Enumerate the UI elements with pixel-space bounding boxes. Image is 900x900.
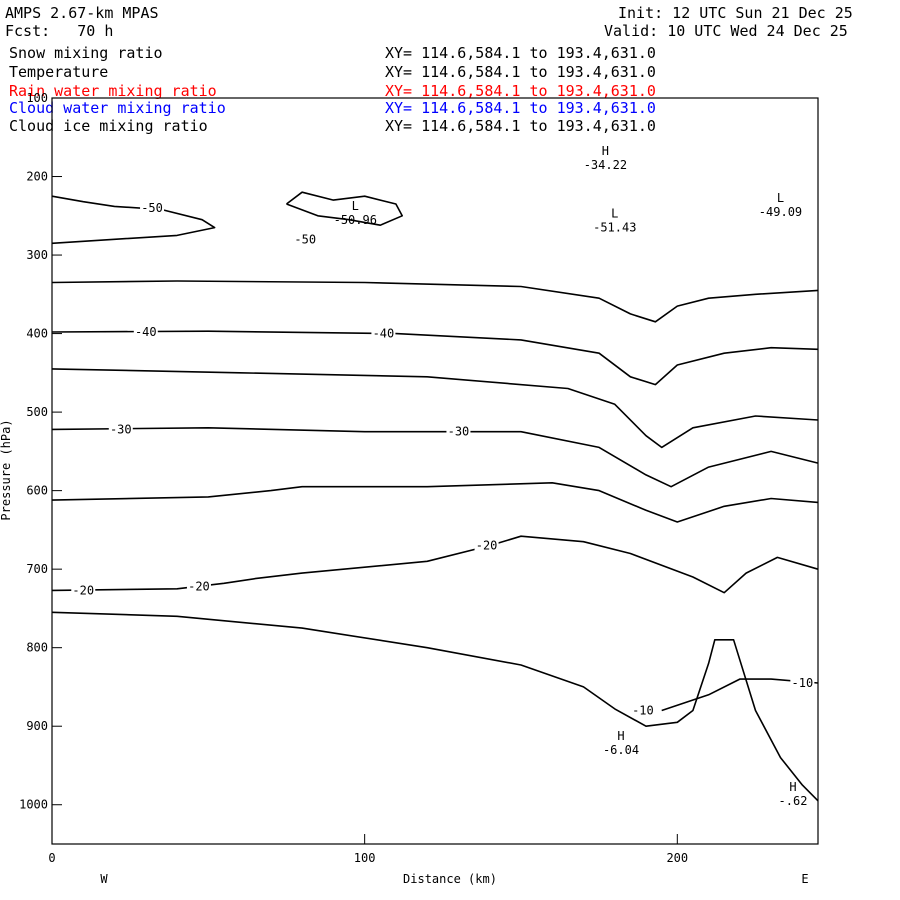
isotherm-contour-9 [286,191,403,226]
contour-label-7: -20 [188,579,210,593]
west-label: W [100,872,108,886]
extremum-value-5: -.62 [779,794,808,808]
extremum-value-1: -51.43 [593,221,636,235]
legend-rain-xy: XY= 114.6,584.1 to 193.4,631.0 [385,82,656,100]
contour-label-bg-8 [474,538,499,552]
extremum-value-3: -34.22 [584,158,627,172]
plot-frame [51,97,819,845]
contour-label-1: -50 [294,232,316,246]
y-tick-label-100: 100 [26,91,48,105]
contour-label-6: -20 [72,583,94,597]
legend-snow-xy: XY= 114.6,584.1 to 193.4,631.0 [385,44,656,62]
isotherm-contour-0 [51,195,216,245]
y-tick-label-600: 600 [26,484,48,498]
contour-label-2: -40 [135,325,157,339]
x-tick-label-0: 0 [48,851,55,865]
extremum-type-3: H [602,144,609,158]
extremum-value-2: -49.09 [759,205,802,219]
y-tick-label-400: 400 [26,327,48,341]
valid-time: Valid: 10 UTC Wed 24 Dec 25 [604,22,848,40]
extremum-type-4: H [617,729,624,743]
contour-label-bg-10 [790,676,815,690]
legend-temperature-xy: XY= 114.6,584.1 to 193.4,631.0 [385,63,656,81]
contour-label-3: -40 [373,327,395,341]
contour-label-4: -30 [110,422,132,436]
y-tick-label-200: 200 [26,170,48,184]
y-tick-label-700: 700 [26,562,48,576]
legend-cloud-ice-xy: XY= 114.6,584.1 to 193.4,631.0 [385,117,656,135]
contour-label-0: -50 [141,201,163,215]
contour-label-bg-1 [293,232,318,246]
y-tick-label-500: 500 [26,405,48,419]
x-tick-label-200: 200 [666,851,688,865]
extremum-value-0: -50.96 [334,213,377,227]
legend-temperature: Temperature [9,63,109,81]
contour-label-bg-7 [186,579,211,593]
contour-label-bg-3 [371,326,396,340]
contour-label-bg-5 [446,424,471,438]
isotherm-contour-5 [51,482,819,523]
contour-label-bg-9 [630,703,655,717]
x-tick-label-100: 100 [354,851,376,865]
legend-cloud-ice: Cloud ice mixing ratio [9,117,208,135]
contour-label-bg-6 [71,583,96,597]
contour-label-bg-4 [108,422,133,436]
y-axis-label: Pressure (hPa) [0,419,13,520]
isotherm-contour-1 [51,280,819,323]
legend-cloud-water: Cloud water mixing ratio [9,99,226,117]
forecast-hour: Fcst: 70 h [5,22,114,40]
contour-label-bg-0 [140,200,165,214]
isotherm-contour-8 [661,678,819,712]
extremum-value-4: -6.04 [603,743,639,757]
contour-label-10: -10 [792,676,814,690]
y-tick-label-800: 800 [26,641,48,655]
contour-label-bg-2 [133,325,158,339]
x-axis-label: Distance (km) [403,872,497,886]
y-tick-label-900: 900 [26,719,48,733]
extremum-type-2: L [777,191,784,205]
isotherm-contour-3 [51,368,819,449]
init-time: Init: 12 UTC Sun 21 Dec 25 [618,4,853,22]
contour-label-8: -20 [476,539,498,553]
isotherm-contour-6 [51,535,819,594]
contour-label-5: -30 [448,425,470,439]
legend-cloud-water-xy: XY= 114.6,584.1 to 193.4,631.0 [385,99,656,117]
extremum-type-1: L [611,207,618,221]
extremum-type-5: H [789,780,796,794]
extremum-type-0: L [352,199,359,213]
isotherm-contour-7 [51,611,819,802]
y-tick-label-1000: 1000 [19,798,48,812]
model-title: AMPS 2.67-km MPAS [5,4,159,22]
contour-label-9: -10 [632,704,654,718]
east-label: E [801,872,808,886]
isotherm-contour-2 [51,330,819,386]
y-tick-label-300: 300 [26,248,48,262]
legend-rain: Rain water mixing ratio [9,82,217,100]
legend-snow: Snow mixing ratio [9,44,163,62]
isotherm-contour-4 [51,427,819,488]
